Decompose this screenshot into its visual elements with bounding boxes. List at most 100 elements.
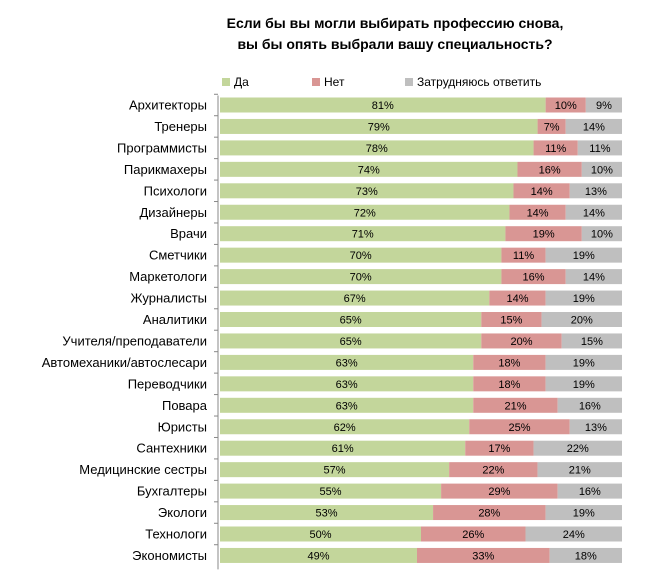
data-label-unsure: 19% [573,357,595,369]
bar-segment-yes [220,547,417,563]
chart-title-line1: Если бы вы могли выбирать профессию снов… [226,15,564,31]
data-label-unsure: 14% [583,272,605,284]
category-label: Тренеры [154,119,207,134]
data-label-no: 21% [504,400,526,412]
data-label-no: 26% [462,529,484,541]
data-label-unsure: 19% [573,508,595,520]
category-label: Учителя/преподаватели [62,333,207,348]
category-label: Парикмахеры [124,162,207,177]
bar-segment-yes [220,161,518,177]
bar-segment-yes [220,397,474,413]
bar-segment-unsure [577,140,622,156]
bar-segment-no [473,376,546,392]
data-label-yes: 70% [350,250,372,262]
legend-label-unsure: Затрудняюсь ответить [417,75,542,89]
data-label-yes: 53% [316,508,338,520]
data-label-no: 18% [498,357,520,369]
bar-segment-unsure [525,526,622,542]
data-label-no: 18% [498,379,520,391]
bar-segment-unsure [541,312,622,327]
data-label-no: 22% [482,465,504,477]
bar-segment-yes [220,97,546,113]
bar-segment-unsure [545,376,622,392]
bar-segment-yes [220,419,470,435]
bar-segment-no [501,247,546,263]
category-label: Экологи [158,505,207,520]
data-label-no: 15% [500,315,522,327]
bar-segment-yes [220,526,421,542]
bar-segment-yes [220,333,482,349]
bar-segment-no [433,505,546,521]
data-label-unsure: 14% [583,121,605,133]
data-label-unsure: 20% [571,315,593,327]
data-label-unsure: 11% [589,143,610,155]
bar-segment-no [489,290,546,306]
category-label: Юристы [158,419,207,434]
data-label-unsure: 19% [573,293,595,305]
bar-segment-unsure [585,97,622,113]
bar-segment-yes [220,269,502,285]
bar-segment-no [469,419,570,435]
data-label-unsure: 13% [585,186,607,198]
data-label-yes: 55% [320,486,342,498]
bar-segment-yes [220,505,434,521]
category-label: Бухгалтеры [137,484,207,499]
data-label-no: 14% [531,186,553,198]
data-label-no: 10% [555,100,577,112]
data-label-no: 11% [545,143,566,155]
bar-segment-yes [220,483,442,499]
data-label-yes: 72% [354,207,376,219]
bar-segment-no [416,547,550,563]
data-label-no: 33% [472,550,494,562]
data-label-unsure: 24% [563,529,585,541]
category-label: Технологи [145,527,207,542]
data-label-yes: 63% [336,400,358,412]
bar-segment-unsure [533,440,622,456]
bar-segment-no [449,462,538,478]
category-label: Маркетологи [129,269,207,284]
bar-segment-no [509,204,566,220]
category-label: Архитекторы [129,98,207,113]
bar-segment-yes [220,376,474,392]
bar-segment-yes [220,247,502,263]
data-label-no: 14% [506,293,528,305]
data-label-unsure: 13% [585,422,607,434]
data-label-no: 28% [478,508,500,520]
bar-segment-no [501,269,566,285]
bar-segment-yes [220,204,510,220]
data-label-yes: 65% [340,315,362,327]
data-label-yes: 70% [350,272,372,284]
bar-segment-no [481,312,542,327]
bar-segment-yes [220,226,506,242]
data-label-no: 25% [508,422,530,434]
data-label-unsure: 10% [591,164,613,176]
legend-item-no: Нет [312,75,344,89]
chart-title-line2: вы бы опять выбрали вашу специальность? [237,36,553,52]
bar-segment-yes [220,118,538,134]
data-label-no: 11% [513,250,534,262]
bar-segment-unsure [557,397,622,413]
bar-segment-unsure [545,505,622,521]
data-label-no: 16% [523,272,545,284]
legend-item-unsure: Затрудняюсь ответить [405,75,541,89]
bar-segment-no [421,526,526,542]
data-label-yes: 63% [336,357,358,369]
category-label: Психологи [144,183,207,198]
data-label-yes: 78% [366,143,388,155]
data-label-yes: 62% [334,422,356,434]
data-label-yes: 49% [307,550,329,562]
bar-segment-unsure [565,204,622,220]
bar-segment-unsure [565,118,622,134]
data-label-yes: 79% [368,121,390,133]
bar-segment-no [513,183,570,199]
data-label-no: 19% [533,229,555,241]
bar-segment-yes [220,354,474,370]
bar-segment-no [473,354,546,370]
data-label-no: 7% [544,121,560,133]
data-label-yes: 71% [352,229,374,241]
data-label-no: 14% [527,207,549,219]
bar-segment-unsure [549,547,622,563]
bar-segment-unsure [565,269,622,285]
legend-swatch-yes [222,78,230,86]
category-label: Сметчики [149,248,207,263]
